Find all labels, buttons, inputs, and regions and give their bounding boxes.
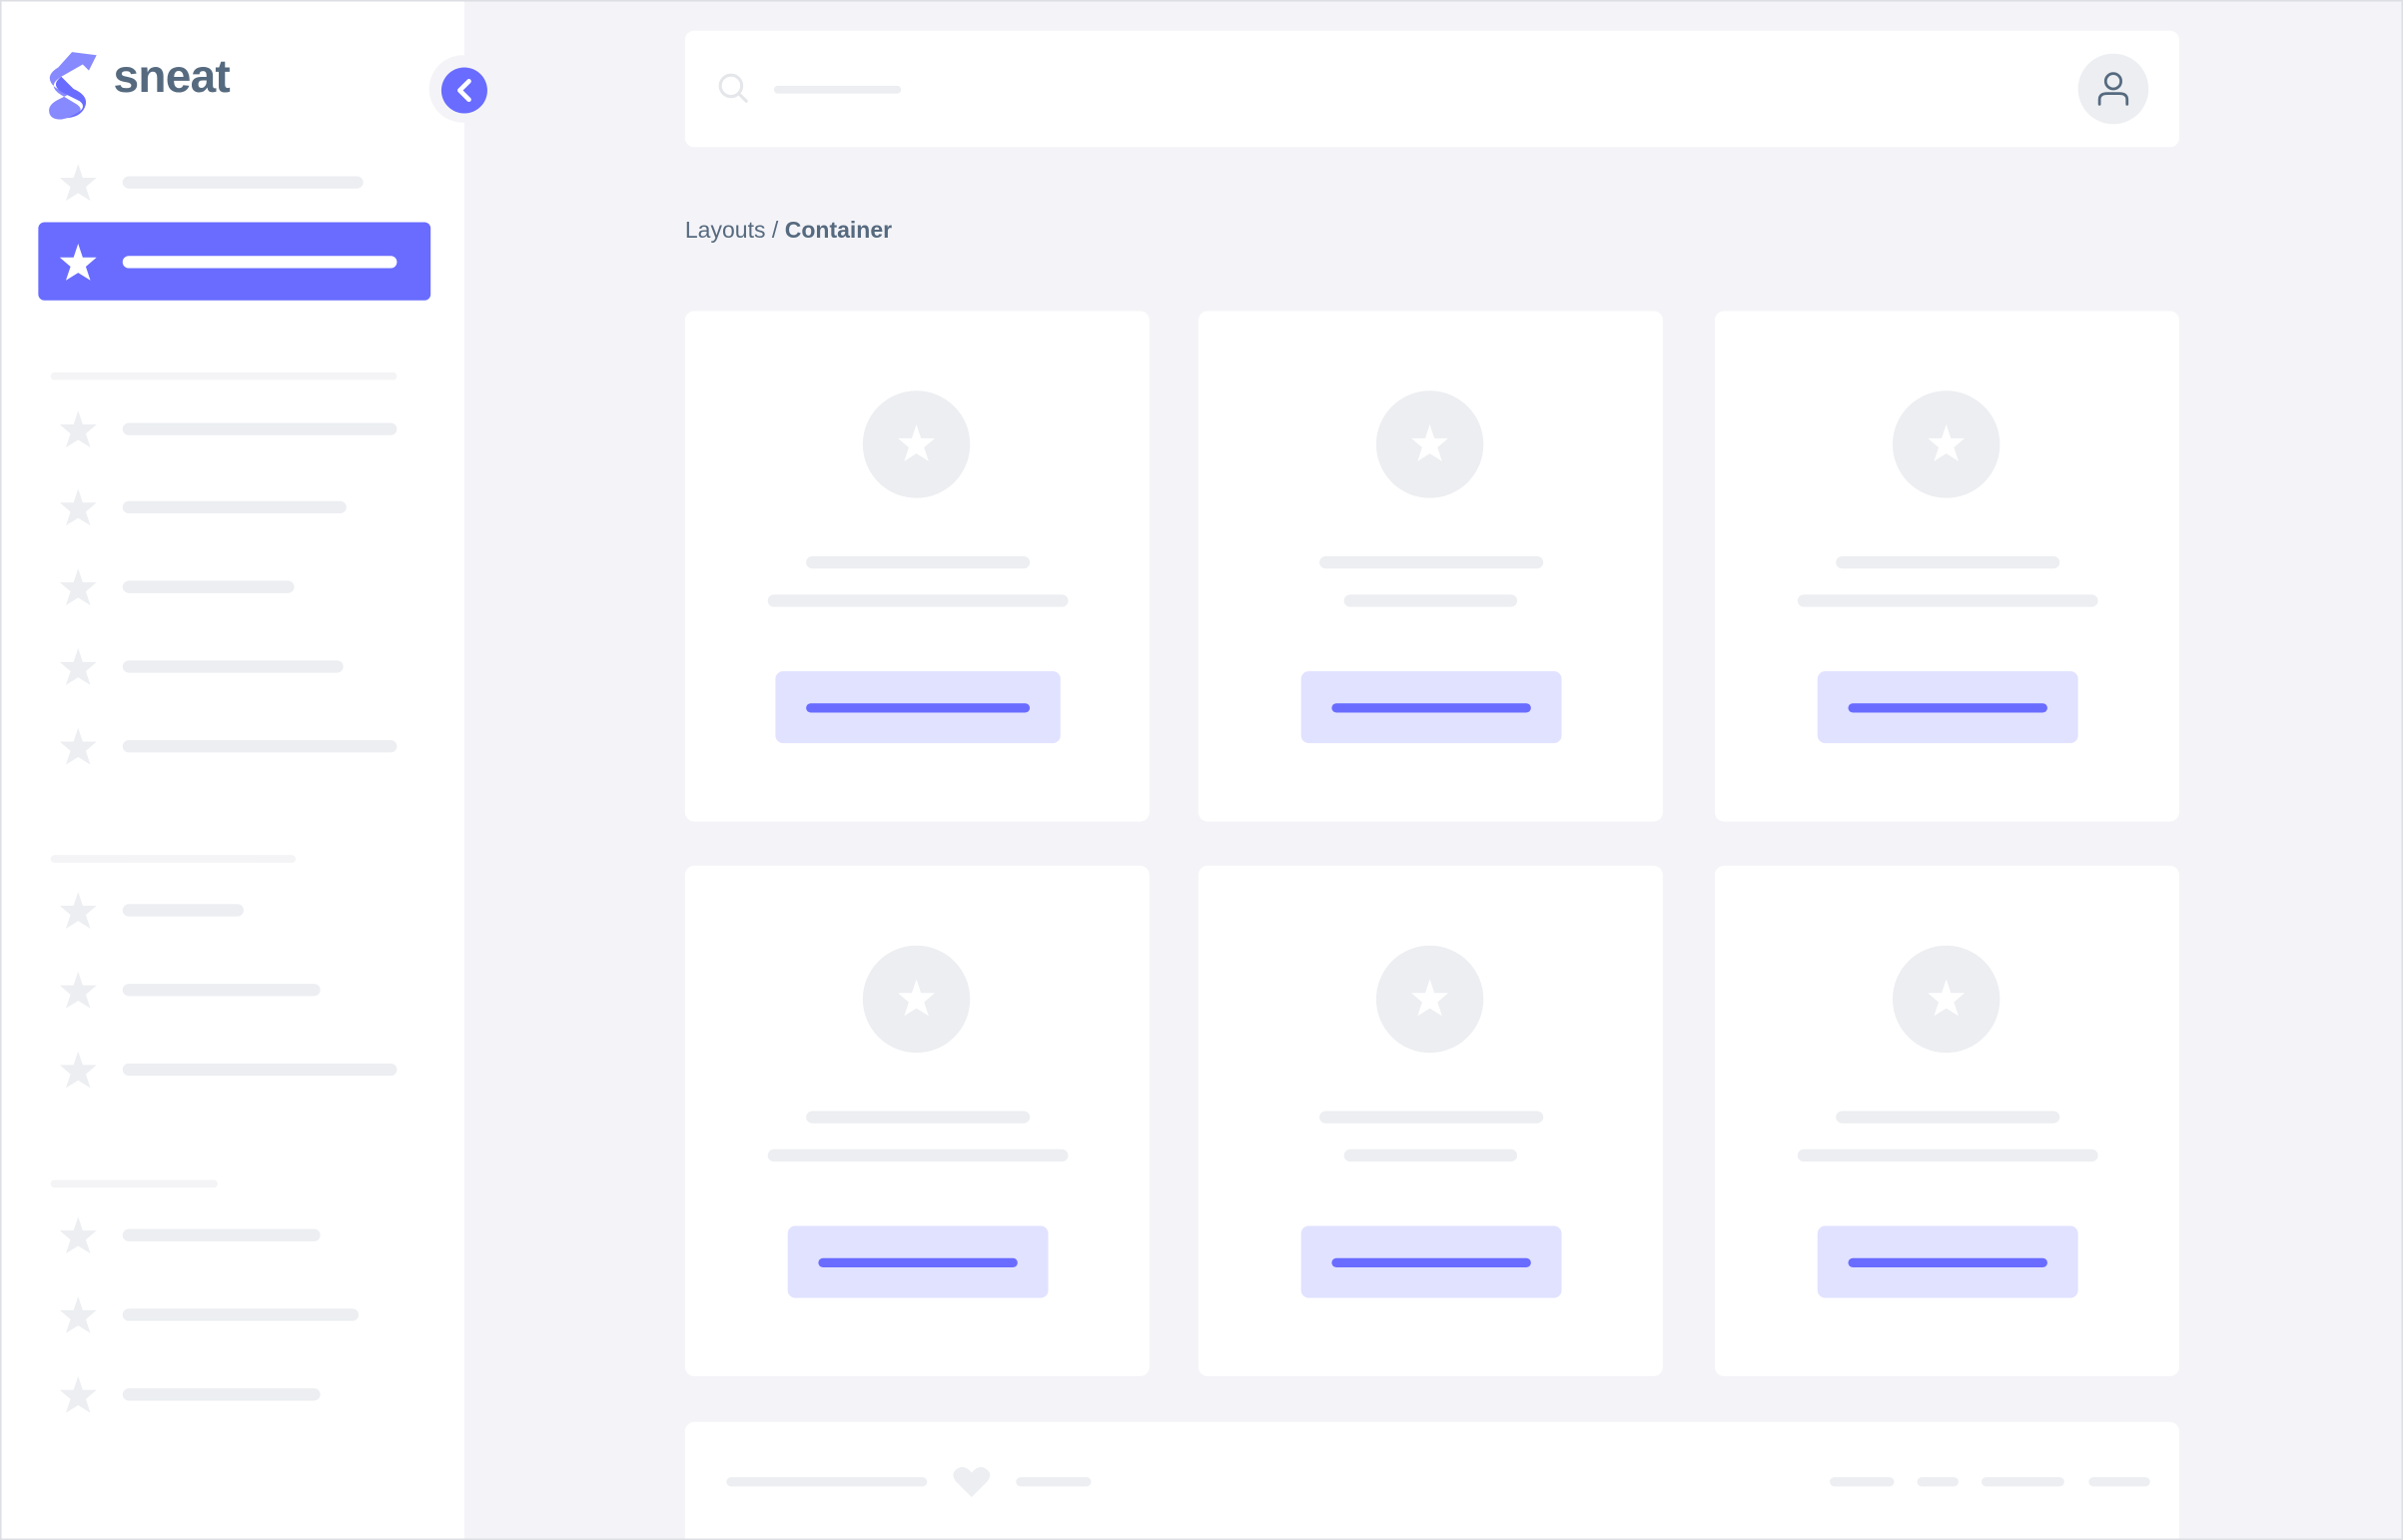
card [1714, 311, 2179, 822]
card-button-label [817, 1257, 1018, 1267]
footer [684, 1421, 2179, 1539]
card-button-label [805, 703, 1030, 713]
navbar [684, 30, 2179, 148]
footer-text [726, 1477, 928, 1487]
sidebar: sneat [1, 1, 497, 1539]
card-text [1343, 1149, 1518, 1162]
star-icon [897, 422, 937, 462]
star-icon [58, 647, 98, 687]
user-icon [2097, 72, 2129, 106]
sidebar-item[interactable] [122, 256, 398, 269]
star-icon [58, 1050, 98, 1090]
card-title [1835, 555, 2059, 569]
search-input[interactable] [773, 85, 902, 94]
card [684, 311, 1150, 822]
footer-link[interactable] [1830, 1477, 1895, 1487]
card-button[interactable] [1299, 1225, 1561, 1298]
card-text [766, 1149, 1068, 1162]
star-icon [58, 487, 98, 527]
star-icon [1410, 978, 1450, 1018]
card [1198, 311, 1663, 822]
sidebar-item[interactable] [122, 984, 321, 997]
star-icon [58, 163, 98, 203]
sidebar-item[interactable] [122, 422, 398, 435]
footer-link[interactable] [1917, 1477, 1959, 1487]
star-icon [58, 1295, 98, 1335]
footer-link[interactable] [1981, 1477, 2064, 1487]
breadcrumb: Layouts / Container [685, 218, 892, 244]
star-icon [1927, 422, 1967, 462]
sidebar-item[interactable] [122, 660, 344, 673]
card-title [1318, 1111, 1543, 1124]
card-title [805, 1111, 1030, 1124]
star-icon [58, 567, 98, 607]
card-button[interactable] [1817, 671, 2077, 744]
card-icon-circle [1892, 945, 2001, 1054]
star-icon [58, 1374, 98, 1414]
card-button[interactable] [774, 671, 1061, 744]
star-icon [58, 242, 98, 282]
card-icon-circle [1375, 945, 1484, 1054]
card-icon-circle [862, 945, 971, 1054]
card-button[interactable] [1299, 671, 1561, 744]
card-title [805, 555, 1030, 569]
card-button-label [1847, 1257, 2047, 1267]
footer-text [1016, 1477, 1092, 1487]
card [1198, 865, 1663, 1376]
card-text [1797, 1149, 2097, 1162]
sidebar-section-header [50, 372, 398, 381]
sneat-logo-icon [49, 52, 97, 120]
card [1714, 865, 2179, 1376]
card [684, 865, 1150, 1376]
sidebar-item[interactable] [122, 1228, 321, 1241]
star-icon [58, 726, 98, 766]
sidebar-item[interactable] [122, 740, 398, 753]
card-icon-circle [1892, 390, 2001, 498]
card-text [1343, 594, 1518, 607]
star-icon [58, 970, 98, 1010]
star-icon [1927, 978, 1967, 1018]
breadcrumb-parent[interactable]: Layouts [684, 217, 766, 244]
heart-icon [953, 1467, 991, 1498]
star-icon [1410, 422, 1450, 462]
sidebar-item[interactable] [122, 176, 364, 189]
star-icon [58, 1215, 98, 1255]
sidebar-item[interactable] [122, 580, 295, 593]
card-title [1318, 555, 1543, 569]
star-icon [58, 409, 98, 449]
footer-link[interactable] [2088, 1477, 2150, 1487]
star-icon [58, 890, 98, 930]
sidebar-item[interactable] [122, 904, 244, 917]
sidebar-section-header [50, 855, 297, 863]
card-title [1835, 1111, 2059, 1124]
star-icon [897, 978, 937, 1018]
card-icon-circle [862, 390, 971, 498]
card-text [766, 594, 1068, 607]
sidebar-item[interactable] [122, 500, 347, 514]
sidebar-item[interactable] [122, 1063, 398, 1077]
sidebar-toggle-button[interactable] [440, 67, 487, 114]
chevron-left-icon [457, 79, 471, 103]
card-button-label [1330, 1257, 1531, 1267]
card-button[interactable] [786, 1225, 1048, 1298]
card-text [1797, 594, 2097, 607]
card-icon-circle [1375, 390, 1484, 498]
breadcrumb-separator: / [771, 217, 779, 244]
card-button[interactable] [1817, 1225, 2077, 1298]
breadcrumb-current: Container [784, 217, 893, 244]
card-button-label [1847, 703, 2047, 713]
sidebar-section-header [50, 1179, 218, 1188]
avatar[interactable] [2077, 53, 2149, 125]
search-icon[interactable] [717, 72, 751, 106]
card-button-label [1330, 703, 1531, 713]
sidebar-item[interactable] [122, 1388, 321, 1401]
brand-name: sneat [113, 52, 231, 103]
sidebar-item[interactable] [122, 1308, 360, 1321]
